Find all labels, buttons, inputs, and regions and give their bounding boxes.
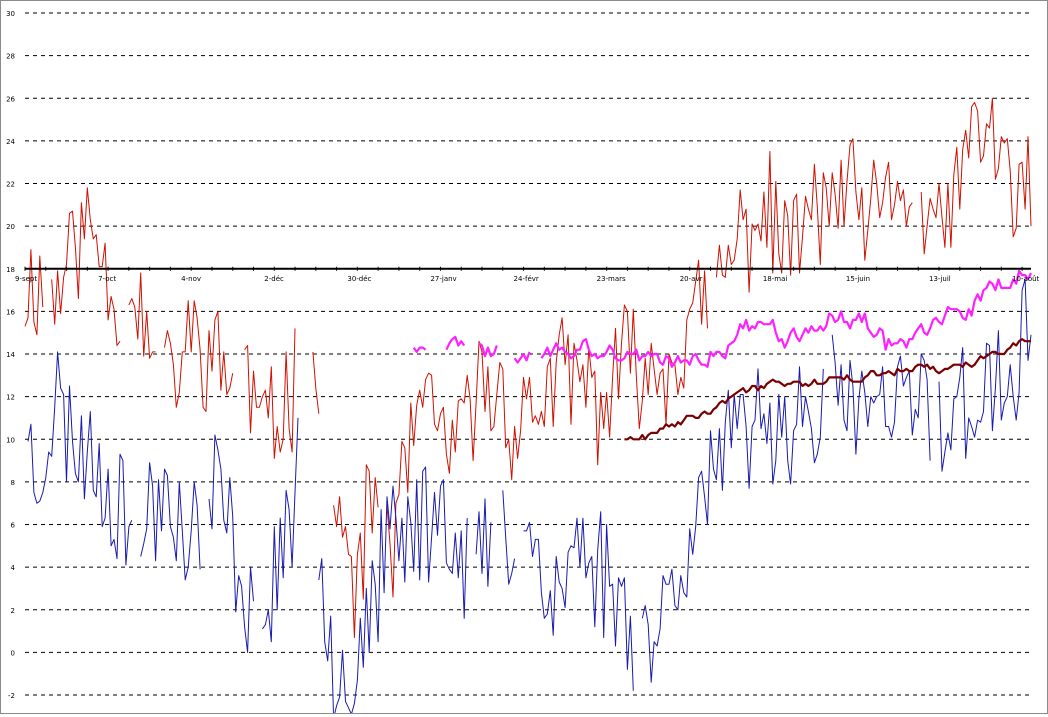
y-tick-label: 22 xyxy=(6,181,15,189)
x-tick-label: 9-sept xyxy=(15,275,37,283)
y-tick-label: 16 xyxy=(6,308,15,316)
series-line-min xyxy=(27,278,1032,717)
y-tick-label: 18 xyxy=(6,266,15,274)
series-line-max xyxy=(24,97,1032,638)
y-tick-label: 26 xyxy=(6,95,15,103)
y-tick-label: 20 xyxy=(6,223,15,231)
x-tick-label: 18-mai xyxy=(763,275,788,283)
x-tick-label: 20-avr xyxy=(680,275,703,283)
y-tick-label: 8 xyxy=(11,479,15,487)
y-tick-label: 28 xyxy=(6,53,15,61)
y-tick-label: 10 xyxy=(6,436,15,444)
x-tick-label: 7-oct xyxy=(98,275,116,283)
y-tick-label: 12 xyxy=(6,394,15,402)
series-line-ref xyxy=(624,338,1031,441)
x-tick-label: 15-juin xyxy=(846,275,870,283)
x-tick-label: 27-janv xyxy=(430,275,456,283)
x-tick-label: 13-juil xyxy=(929,275,951,283)
x-tick-label: 4-nov xyxy=(181,275,201,283)
y-tick-label: 6 xyxy=(11,522,16,530)
x-tick-label: 23-mars xyxy=(597,275,626,283)
x-tick-label: 24-févr xyxy=(514,275,539,283)
y-tick-label: -2 xyxy=(8,692,15,700)
y-tick-label: 4 xyxy=(11,564,16,572)
y-tick-label: 30 xyxy=(6,10,15,18)
x-tick-label: 30-déc xyxy=(347,275,371,283)
y-tick-label: 0 xyxy=(11,649,15,657)
y-tick-label: 24 xyxy=(6,138,15,146)
series-line-avg xyxy=(412,269,1032,368)
y-tick-label: 2 xyxy=(11,607,15,615)
x-tick-label: 10-août xyxy=(1012,275,1039,283)
x-tick-labels: 9-sept 7-oct 4-nov 2-déc 30-déc 27-janv 24-fév… xyxy=(15,275,1040,283)
x-tick-label: 2-déc xyxy=(264,275,284,283)
y-tick-label: 14 xyxy=(6,351,15,359)
x-axis xyxy=(24,266,1031,271)
series-lines xyxy=(24,97,1032,717)
